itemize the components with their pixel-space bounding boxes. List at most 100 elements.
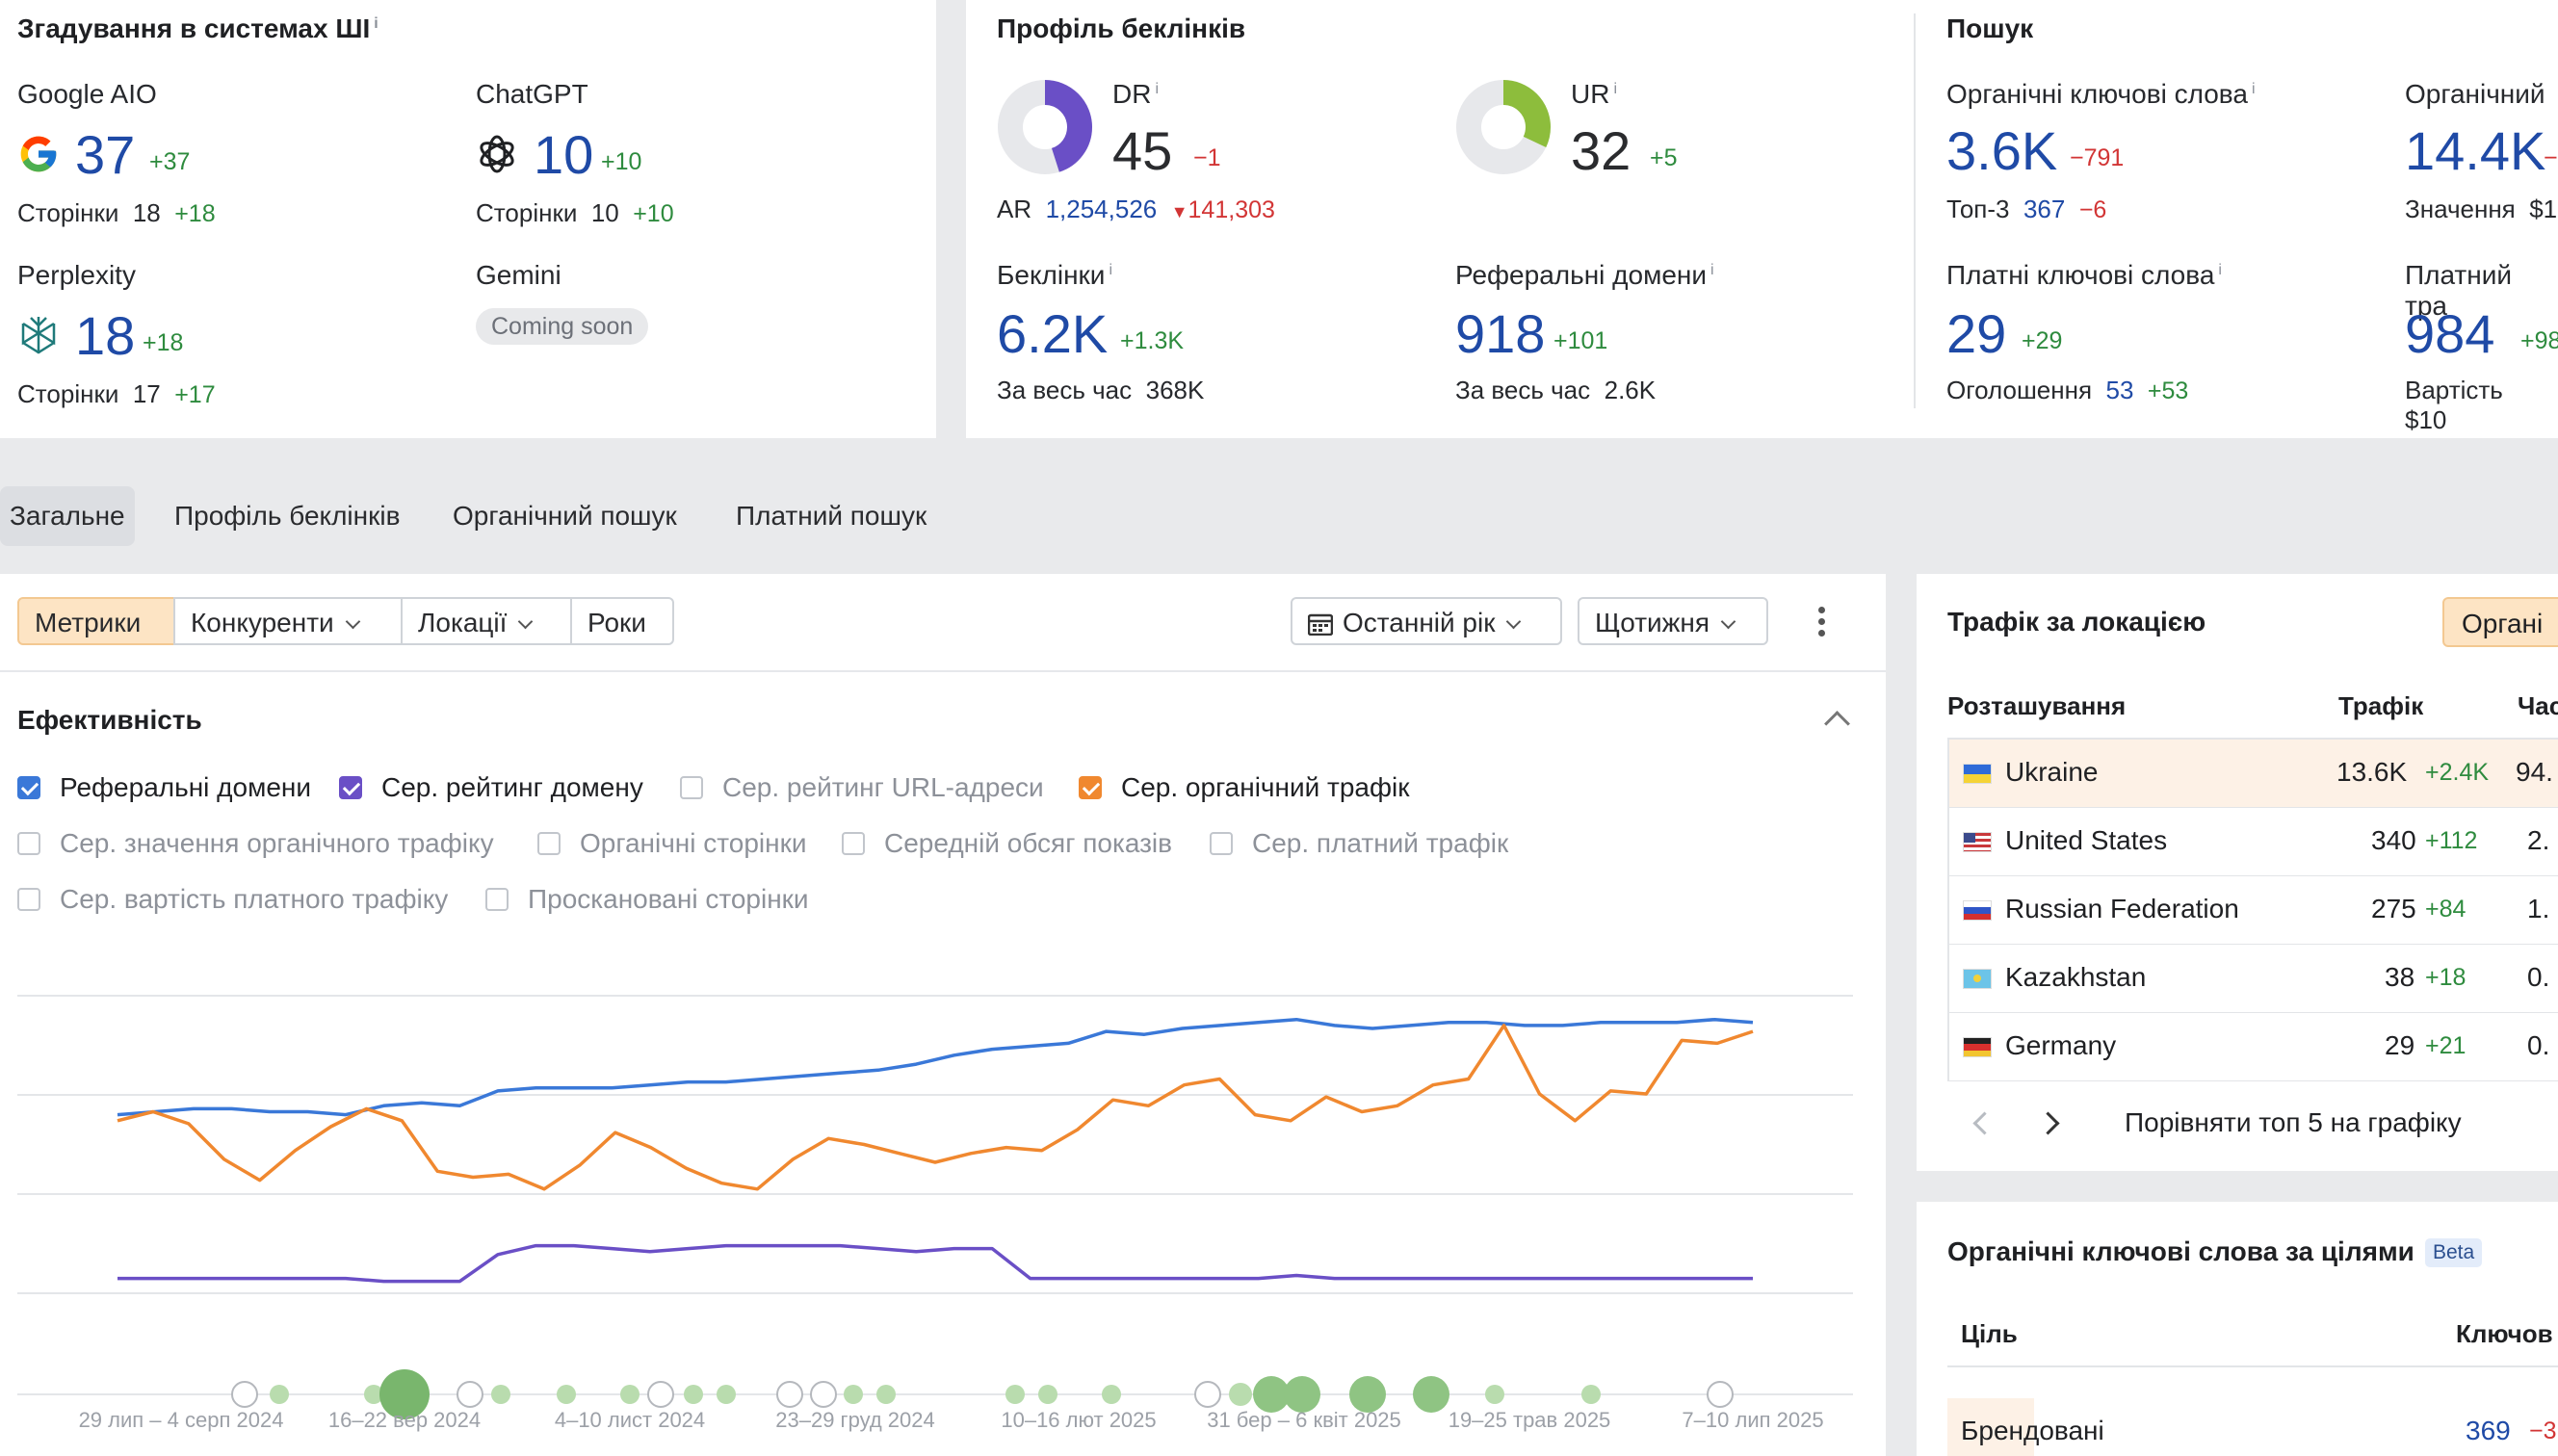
info-icon[interactable]: i [374, 14, 378, 32]
traffic-value: 38 [2385, 962, 2415, 992]
locations-dropdown[interactable]: Локації [401, 597, 572, 645]
table-row[interactable]: Ukraine 13.6K +2.4K 94. [1947, 740, 2558, 808]
checkbox-avg-paid-traffic[interactable] [1210, 832, 1233, 855]
checkbox-avg-dr[interactable] [339, 776, 362, 799]
info-icon[interactable]: i [1155, 80, 1160, 97]
organic-keywords-label: Органічні ключові слова i [1946, 79, 2256, 109]
country-name[interactable]: Ukraine [2005, 757, 2099, 787]
info-icon[interactable]: i [1613, 80, 1618, 97]
years-button[interactable]: Роки [570, 597, 674, 645]
traffic-delta: +2.4K [2425, 759, 2490, 786]
paid-keywords-label: Платні ключові слова i [1946, 260, 2222, 290]
x-tick-label: 31 бер – 6 квіт 2025 [1207, 1408, 1401, 1432]
info-icon[interactable]: i [1109, 261, 1112, 278]
checkbox-crawled-pages[interactable] [485, 888, 509, 911]
google-aio-pages: Сторінки 18 +18 [17, 198, 216, 227]
col-share[interactable]: Час [2518, 691, 2558, 720]
compare-top5-link[interactable]: Порівняти топ 5 на графіку [2125, 1107, 2462, 1137]
chatgpt-value[interactable]: 10 [534, 124, 594, 185]
series-line-3[interactable] [117, 1024, 1754, 1191]
country-name[interactable]: Russian Federation [2005, 894, 2239, 923]
performance-chart[interactable] [0, 963, 1886, 1456]
checkbox-organic-pages[interactable] [537, 832, 561, 855]
backlinks-value[interactable]: 6.2K [997, 303, 1109, 364]
backlinks-all-time: За весь час 368K [997, 376, 1205, 404]
more-options-icon[interactable] [1807, 605, 1836, 639]
paid-traffic-delta: +98 [2520, 327, 2558, 354]
traffic-value: 275 [2371, 894, 2416, 923]
organic-filter-button[interactable]: Органі [2442, 597, 2558, 647]
info-icon[interactable]: i [2218, 261, 2222, 278]
intent-value[interactable]: 369 [2466, 1416, 2511, 1445]
ref-domains-value[interactable]: 918 [1455, 303, 1546, 364]
ar-delta: ▼141,303 [1170, 196, 1275, 223]
kazakhstan-flag-icon [1963, 969, 1992, 989]
checkbox-paid-cost[interactable] [17, 888, 40, 911]
checkbox-avg-impressions[interactable] [842, 832, 865, 855]
chatgpt-delta: +10 [601, 148, 642, 175]
checkbox-organic-value[interactable] [17, 832, 40, 855]
series-line-2[interactable] [117, 1243, 1753, 1284]
period-dropdown[interactable]: Останній рік [1291, 597, 1562, 645]
tab-paid-search[interactable]: Платний пошук [736, 501, 927, 531]
google-aio-value[interactable]: 37 [75, 124, 136, 185]
calendar-icon [1307, 613, 1334, 637]
paid-traffic-value[interactable]: 984 [2405, 303, 2495, 364]
checkbox-label: Сер. рейтинг домену [381, 772, 643, 802]
checkbox-label: Реферальні домени [60, 772, 311, 802]
chevron-down-icon [1720, 613, 1736, 630]
chatgpt-pages: Сторінки 10 +10 [476, 198, 674, 227]
col-goal[interactable]: Ціль [1961, 1319, 2018, 1348]
paid-keywords-delta: +29 [2022, 327, 2063, 354]
checkbox-ref-domains[interactable] [17, 776, 40, 799]
col-location[interactable]: Розташування [1947, 691, 2127, 720]
traffic-share: 0. [2527, 962, 2550, 992]
table-row[interactable]: United States 340 +112 2. [1947, 808, 2558, 876]
col-traffic[interactable]: Трафік [2338, 691, 2424, 720]
intent-goal[interactable]: Брендовані [1961, 1416, 2104, 1445]
us-flag-icon [1963, 832, 1992, 852]
tab-overview[interactable]: Загальне [0, 486, 135, 546]
performance-card [0, 574, 1886, 1456]
checkbox-avg-ur[interactable] [680, 776, 703, 799]
paid-keywords-value[interactable]: 29 [1946, 303, 2007, 364]
info-icon[interactable]: i [2251, 80, 2256, 97]
organic-keywords-value[interactable]: 3.6K [1946, 120, 2058, 181]
checkbox-avg-organic-traffic[interactable] [1079, 776, 1102, 799]
organic-keywords-delta: −791 [2070, 144, 2125, 171]
traffic-value: 29 [2385, 1030, 2415, 1060]
metrics-button[interactable]: Метрики [17, 597, 175, 645]
organic-traffic-delta: − [2544, 144, 2558, 171]
table-row[interactable]: Russian Federation 275 +84 1. [1947, 876, 2558, 945]
ar-value[interactable]: 1,254,526 [1045, 195, 1158, 223]
perplexity-value[interactable]: 18 [75, 305, 136, 366]
col-keywords[interactable]: Ключов [2456, 1319, 2553, 1348]
paid-traffic-label: Платний тра [2405, 260, 2512, 321]
table-row[interactable]: Germany 29 +21 0. [1947, 1013, 2558, 1081]
perplexity-pages: Сторінки 17 +17 [17, 379, 216, 408]
backlinks-title: Профіль беклінків [997, 13, 1246, 43]
ai-mentions-card: Згадування в системах ШІ i Google AIO 37 … [0, 0, 936, 438]
ref-domains-label: Реферальні домени i [1455, 260, 1714, 290]
series-line-1[interactable] [117, 1017, 1754, 1117]
country-name[interactable]: United States [2005, 825, 2168, 855]
perplexity-label: Perplexity [17, 260, 136, 290]
x-tick-label: 19–25 трав 2025 [1448, 1408, 1611, 1432]
interval-dropdown[interactable]: Щотижня [1578, 597, 1768, 645]
google-icon [20, 136, 57, 172]
competitors-dropdown[interactable]: Конкуренти [173, 597, 403, 645]
search-title: Пошук [1946, 13, 2034, 43]
performance-title: Ефективність [17, 705, 202, 735]
country-name[interactable]: Kazakhstan [2005, 962, 2147, 992]
traffic-by-location-card [1917, 574, 2558, 1171]
traffic-share: 2. [2527, 825, 2550, 855]
table-row[interactable]: Kazakhstan 38 +18 0. [1947, 945, 2558, 1013]
checkbox-label: Сер. платний трафік [1252, 828, 1509, 858]
tab-organic-search[interactable]: Органічний пошук [453, 501, 677, 531]
organic-traffic-value[interactable]: 14.4K [2405, 120, 2546, 181]
annotation-markers[interactable] [231, 1369, 1734, 1419]
backlinks-label: Беклінки i [997, 260, 1112, 290]
tab-backlink-profile[interactable]: Профіль беклінків [174, 501, 401, 531]
info-icon[interactable]: i [1710, 261, 1714, 278]
country-name[interactable]: Germany [2005, 1030, 2117, 1060]
